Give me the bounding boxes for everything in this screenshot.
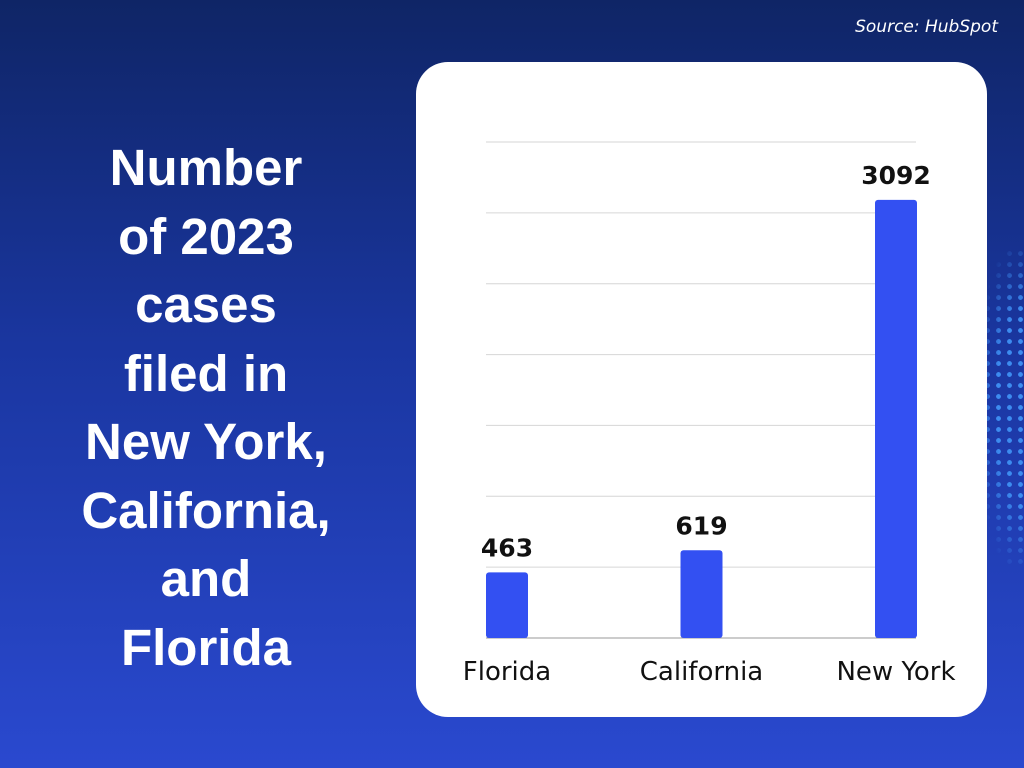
data-label: 619 <box>675 511 727 540</box>
bar-chart: 463 Florida 619 California 3092 New York <box>463 141 956 687</box>
chart-title: Number of 2023 cases filed in New York, … <box>81 139 331 676</box>
x-tick-label: New York <box>836 657 955 687</box>
bar-california <box>680 550 723 638</box>
data-label: 463 <box>481 533 533 562</box>
x-tick-label: California <box>640 657 763 687</box>
data-label: 3092 <box>861 161 931 190</box>
chart-card: 463 Florida 619 California 3092 New York <box>416 62 987 717</box>
bar-florida <box>486 572 528 638</box>
decorative-dot-pattern <box>982 248 1024 566</box>
x-tick-label: Florida <box>463 657 551 687</box>
source-label: Source: HubSpot <box>855 17 998 37</box>
bar-new-york <box>875 199 917 638</box>
